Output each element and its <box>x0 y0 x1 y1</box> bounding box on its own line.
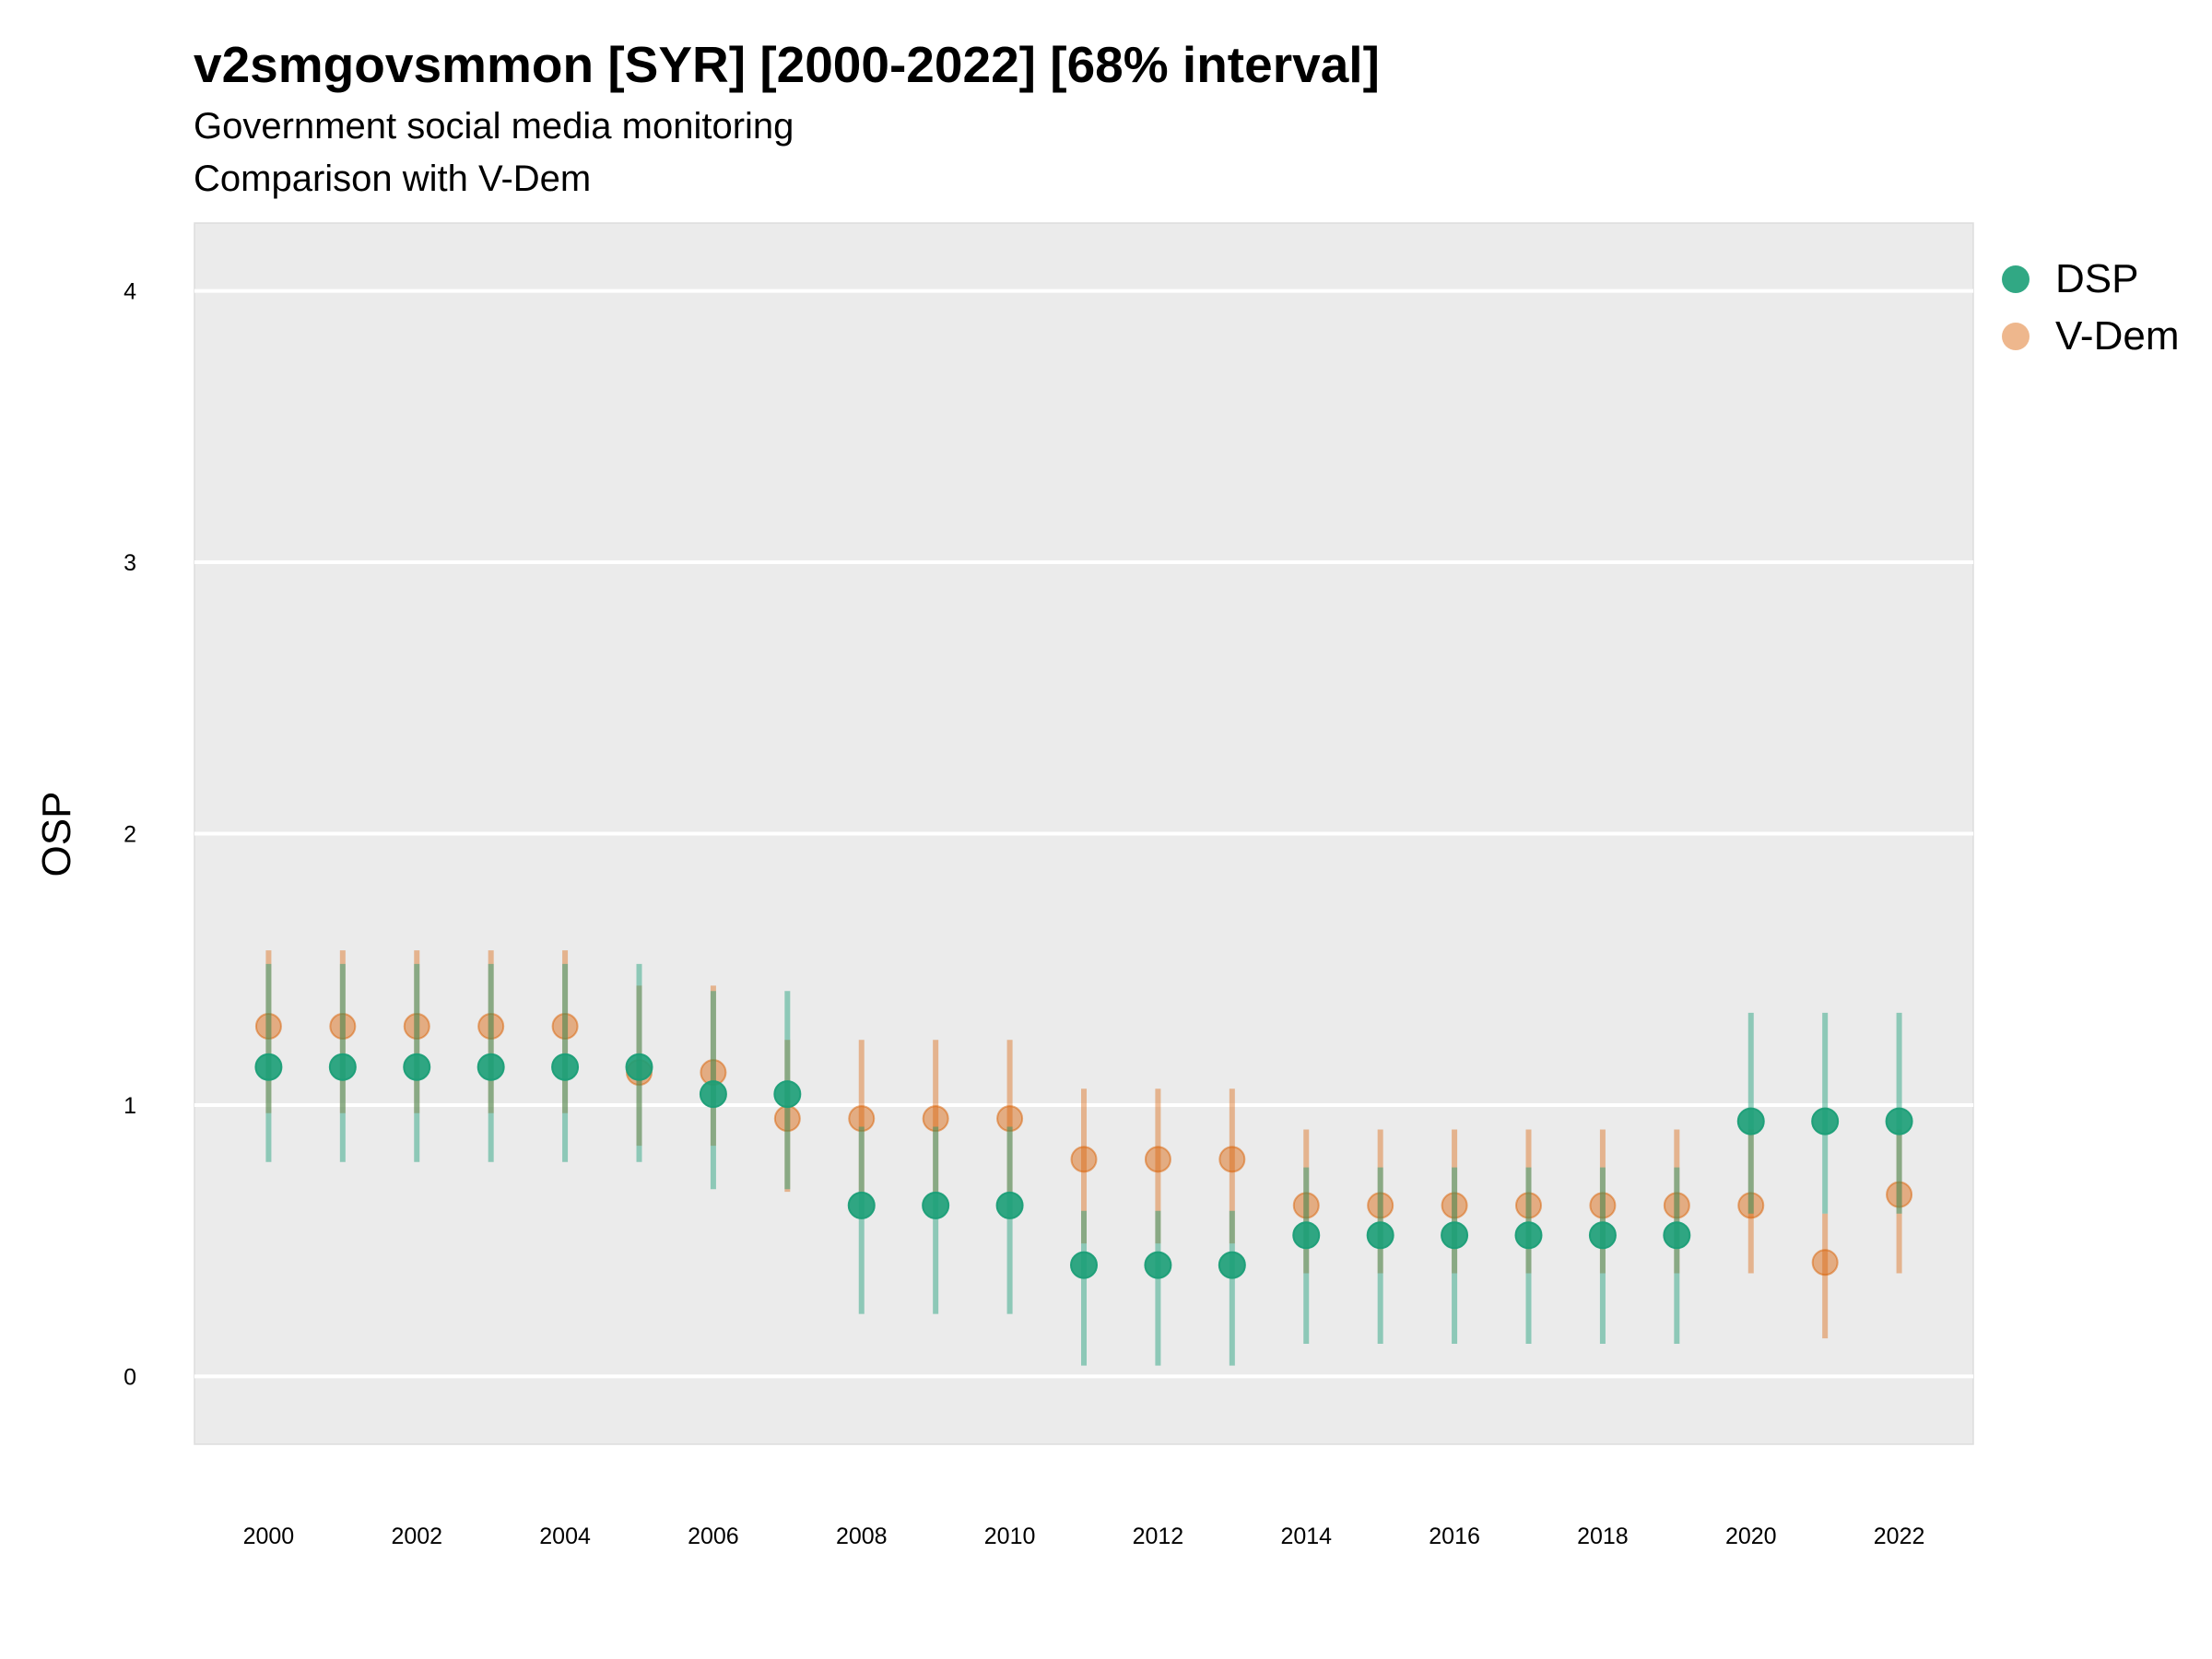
data-point <box>1885 1107 1913 1135</box>
data-point <box>848 1105 876 1133</box>
data-point <box>1515 1192 1542 1219</box>
y-tick-label: 3 <box>124 550 136 576</box>
x-tick-label: 2008 <box>836 1524 888 1549</box>
x-tick-label: 2010 <box>984 1524 1036 1549</box>
gridlines <box>194 288 1973 1379</box>
chart-title: v2smgovsmmon [SYR] [2000-2022] [68% inte… <box>194 36 1380 93</box>
data-point <box>922 1105 949 1133</box>
series-dsp <box>254 963 1913 1366</box>
data-point <box>551 1053 580 1081</box>
x-tick-label: 2016 <box>1429 1524 1480 1549</box>
data-point <box>1736 1107 1765 1135</box>
data-point <box>1144 1251 1172 1279</box>
data-point <box>1070 1146 1098 1173</box>
data-point <box>1366 1221 1394 1250</box>
legend-label-vdem: V-Dem <box>2055 313 2180 359</box>
x-tick-label: 2018 <box>1577 1524 1629 1549</box>
data-point <box>403 1013 430 1041</box>
data-point <box>1588 1221 1617 1250</box>
legend: DSP V-Dem <box>2002 251 2179 365</box>
data-point <box>551 1013 579 1041</box>
legend-key-dsp <box>2002 265 2030 293</box>
x-tick-label: 2012 <box>1133 1524 1184 1549</box>
legend-item-dsp: DSP <box>2002 251 2179 308</box>
y-tick-label: 2 <box>124 822 136 848</box>
data-point <box>1292 1221 1321 1250</box>
data-point <box>1292 1192 1320 1219</box>
data-point <box>847 1191 876 1219</box>
data-point <box>625 1053 653 1081</box>
x-tick-label: 2022 <box>1874 1524 1925 1549</box>
legend-label-dsp: DSP <box>2055 256 2139 301</box>
y-tick-labels: 0 1 2 3 4 <box>124 279 136 1391</box>
data-point <box>1663 1192 1690 1219</box>
series-layer <box>254 950 1913 1366</box>
data-point <box>1218 1146 1246 1173</box>
legend-item-vdem: V-Dem <box>2002 308 2179 365</box>
data-point <box>477 1053 505 1081</box>
data-point <box>403 1053 431 1081</box>
chart-subtitle: Government social media monitoring <box>194 106 794 147</box>
x-tick-label: 2000 <box>243 1524 295 1549</box>
data-point <box>477 1013 505 1041</box>
data-point <box>1441 1192 1468 1219</box>
data-point <box>1811 1107 1840 1135</box>
data-point <box>1218 1251 1246 1279</box>
data-point <box>328 1053 357 1081</box>
data-point <box>922 1191 950 1219</box>
data-point <box>1811 1249 1839 1277</box>
data-point <box>699 1080 727 1109</box>
series-vdem <box>254 950 1913 1339</box>
x-tick-label: 2014 <box>1280 1524 1332 1549</box>
y-tick-label: 0 <box>124 1364 136 1390</box>
x-tick-label: 2002 <box>391 1524 442 1549</box>
data-point <box>1441 1221 1469 1250</box>
data-point <box>1737 1192 1765 1219</box>
y-tick-label: 1 <box>124 1093 136 1119</box>
x-tick-label: 2006 <box>688 1524 739 1549</box>
chart-caption: Comparison with V-Dem <box>194 159 592 199</box>
x-tick-label: 2020 <box>1725 1524 1777 1549</box>
y-tick-label: 4 <box>124 279 136 305</box>
data-point <box>254 1013 282 1041</box>
x-tick-labels: 2000 2002 2004 2006 2008 2010 2012 2014 2016 2018… <box>243 1524 1925 1549</box>
data-point <box>1367 1192 1394 1219</box>
data-point <box>1886 1181 1913 1208</box>
data-point <box>1663 1221 1691 1250</box>
data-point <box>996 1105 1024 1133</box>
data-point <box>1589 1192 1617 1219</box>
data-point <box>773 1080 802 1109</box>
legend-key-vdem <box>2002 323 2030 350</box>
data-point <box>1144 1146 1171 1173</box>
data-point <box>329 1013 357 1041</box>
data-point <box>1514 1221 1543 1250</box>
data-point <box>254 1053 283 1081</box>
data-point <box>1070 1251 1098 1279</box>
x-tick-label: 2004 <box>539 1524 591 1549</box>
data-point <box>995 1191 1024 1219</box>
